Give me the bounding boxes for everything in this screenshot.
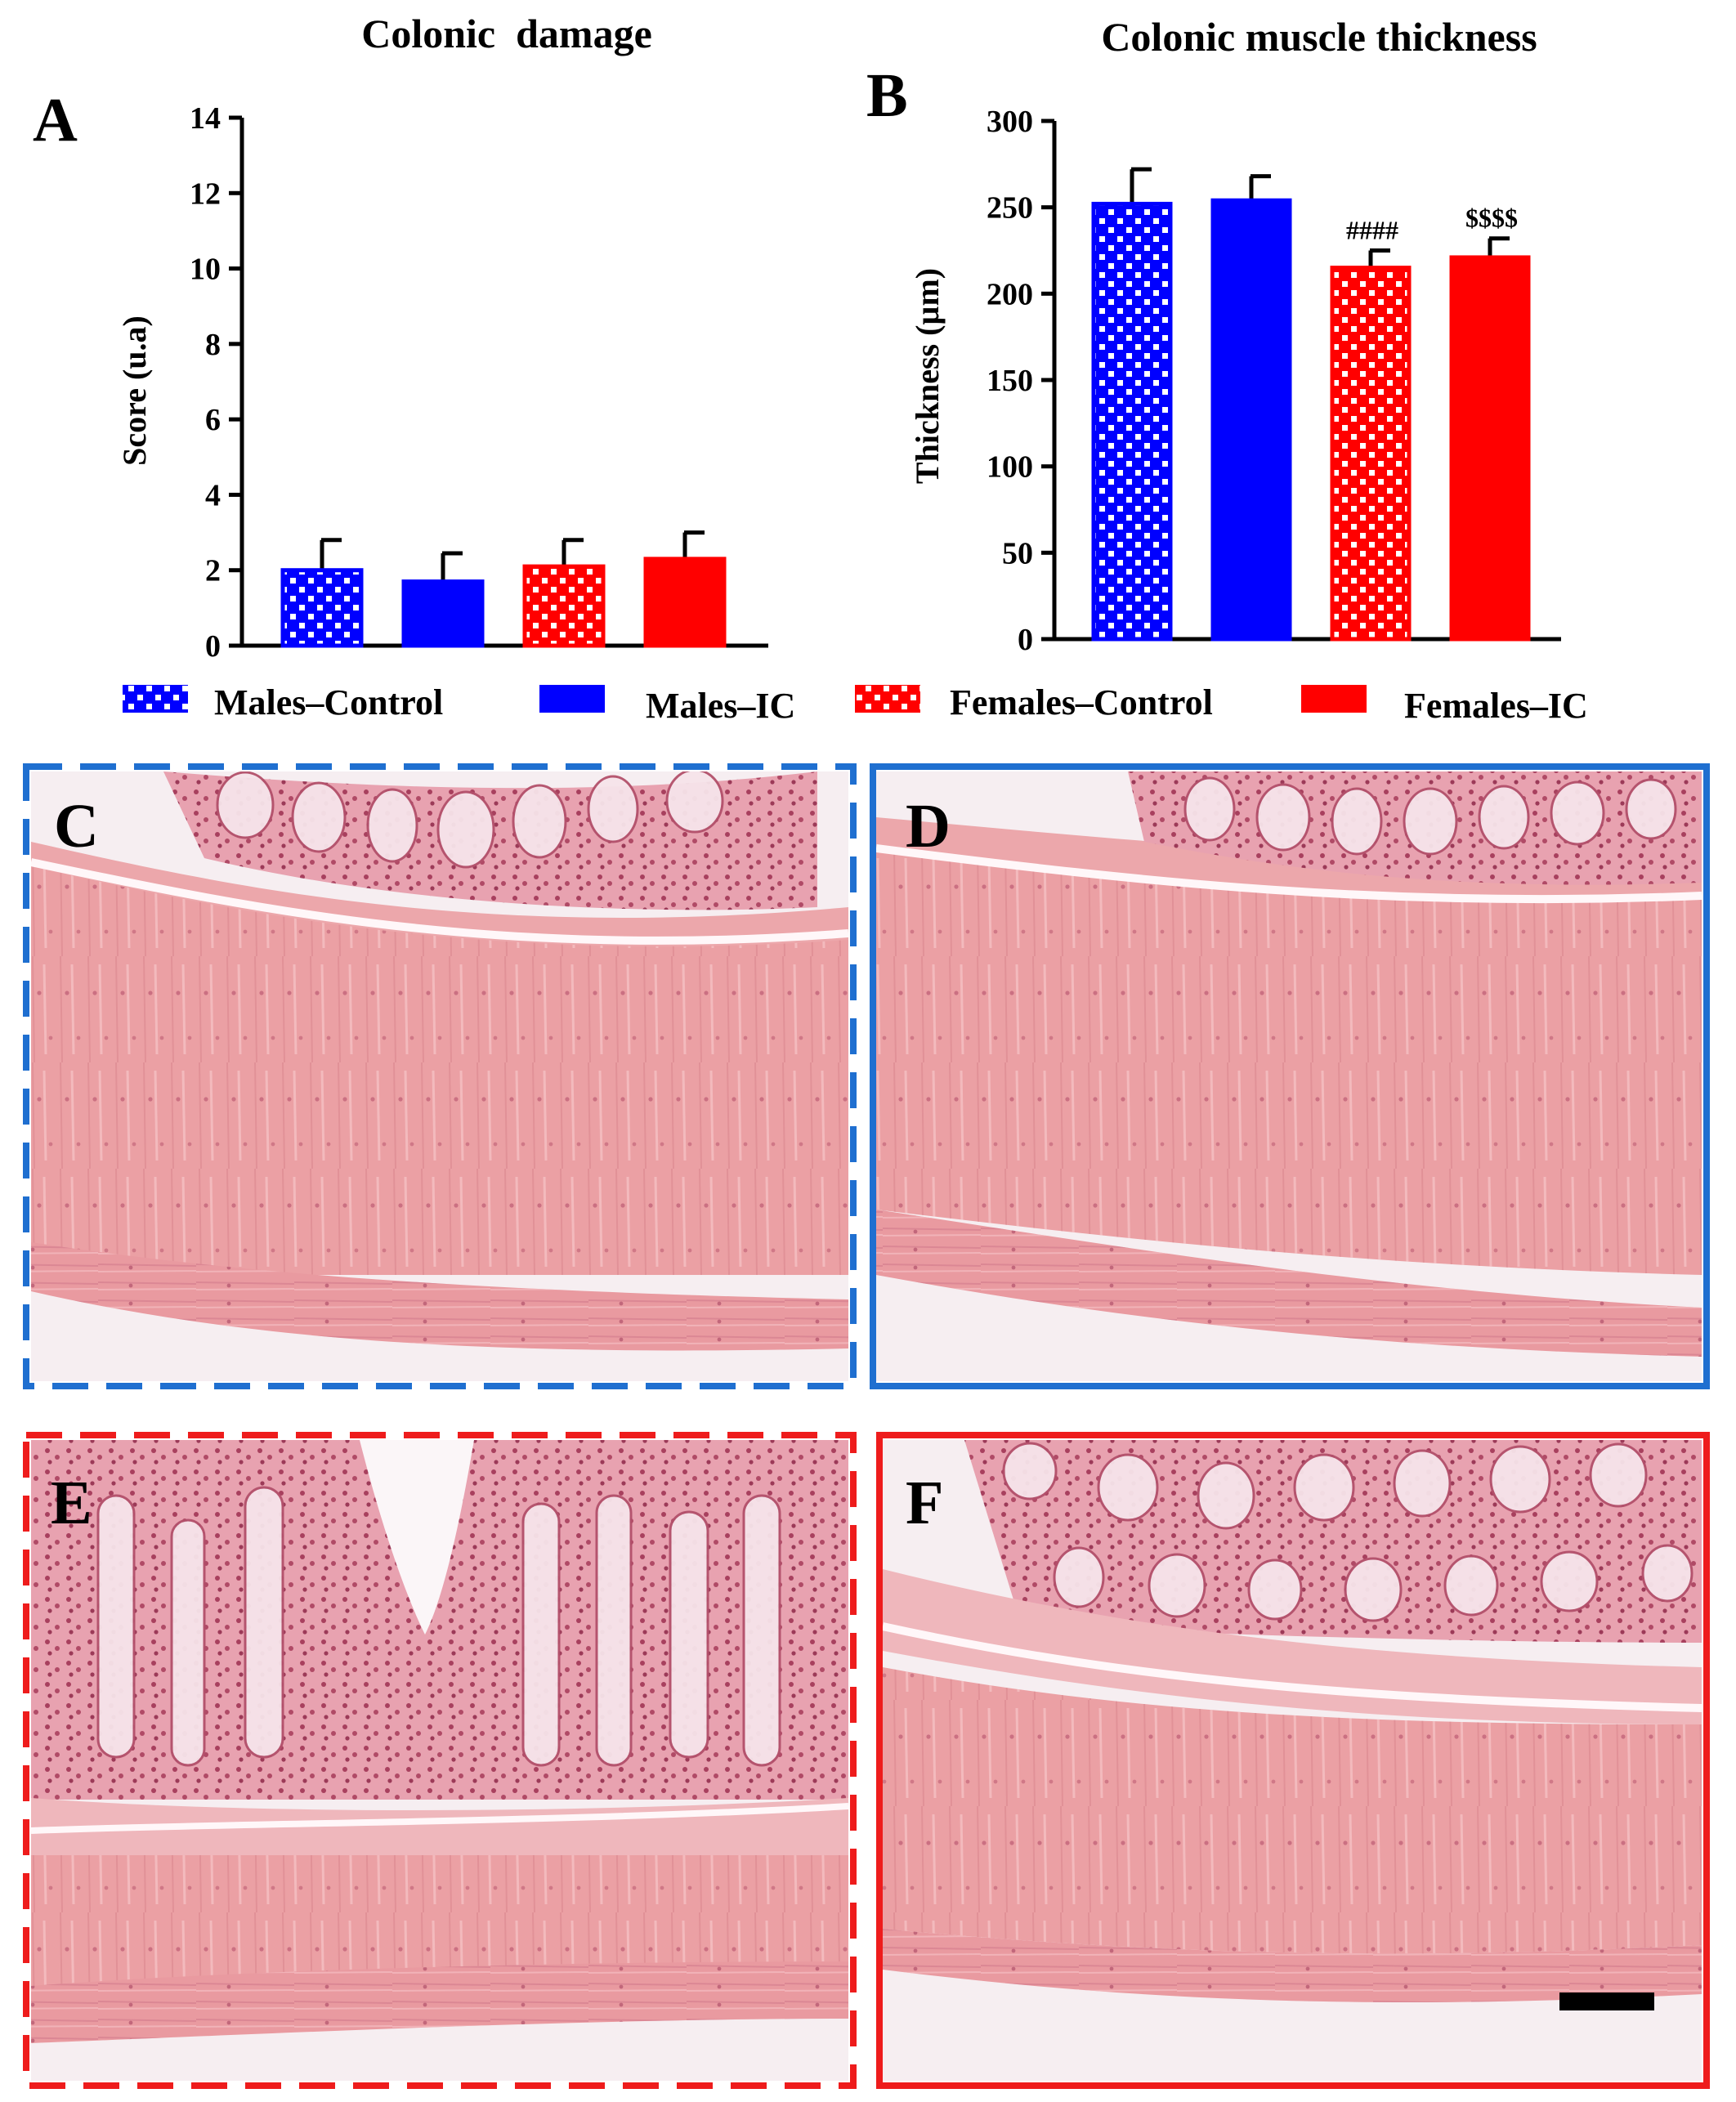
legend-swatch-males-control [123, 685, 188, 713]
chart-a-y-tick-label: 4 [205, 478, 221, 512]
chart-b-bar [1330, 266, 1412, 642]
micrograph-d: D [870, 763, 1710, 1389]
micrograph-e: E [23, 1432, 857, 2089]
legend-item-males-control: Males–Control [123, 682, 443, 722]
chart-a-y-axis-label: Score (u.a) [116, 315, 153, 466]
chart-a-y-tick-label: 12 [190, 177, 221, 211]
panel-letter-c: C [54, 792, 99, 861]
micrograph-f: F [876, 1432, 1710, 2089]
chart-a-y-tick-label: 14 [190, 101, 221, 136]
legend-swatch-females-ic [1301, 685, 1367, 713]
chart-b-bars: #### $$$$ [1091, 167, 1531, 642]
micrograph-e-frame [23, 1432, 857, 2089]
scale-bar [1559, 1992, 1654, 2010]
micrograph-d-frame [870, 763, 1710, 1389]
chart-a-y-tick-label: 0 [205, 629, 221, 664]
chart-b-y-tick-label: 0 [1018, 623, 1033, 657]
chart-b-y-tick-label: 200 [987, 277, 1033, 311]
micrograph-c: C [23, 763, 857, 1389]
chart-a-bar [643, 557, 727, 648]
panel-letter-f: F [906, 1469, 943, 1537]
panel-letter-b: B [866, 61, 908, 130]
chart-b-bar [1091, 201, 1173, 642]
legend-label-females-ic: Females–IC [1404, 686, 1588, 726]
chart-a-bars [280, 530, 727, 648]
legend-swatch-females-control [855, 685, 920, 713]
chart-b-bar [1449, 255, 1531, 642]
chart-a-y-tick-label: 6 [205, 403, 221, 437]
chart-a-y-tick-label: 10 [190, 253, 221, 287]
micrograph-c-image [31, 771, 848, 1381]
chart-b-significance-label: #### [1346, 216, 1398, 245]
legend-item-males-ic: Males–IC [539, 685, 795, 726]
panel-letter-a: A [33, 86, 78, 154]
chart-b-y-tick-label: 250 [987, 191, 1033, 226]
micrograph-e-image [31, 1440, 848, 2081]
micrograph-f-frame [876, 1432, 1710, 2089]
chart-a-title: Colonic damage [361, 11, 652, 56]
legend-item-females-control: Females–Control [855, 682, 1213, 722]
chart-b-y-tick-label: 150 [987, 364, 1033, 398]
chart-a-y-tick-label: 8 [205, 328, 221, 362]
panel-letter-e: E [51, 1469, 92, 1537]
micrograph-d-image [876, 771, 1702, 1381]
chart-b-bar [1210, 198, 1292, 642]
chart-b-y-axis-label: Thickness (µm) [909, 268, 946, 484]
micrograph-c-frame [23, 763, 857, 1389]
chart-muscle-thickness: B Colonic muscle thickness Thickness (µm… [866, 14, 1561, 657]
legend-label-males-ic: Males–IC [646, 686, 795, 726]
chart-a-y-tick-label: 2 [205, 554, 221, 588]
chart-a-bar [522, 564, 606, 648]
legend-label-males-control: Males–Control [214, 682, 443, 722]
legend-label-females-control: Females–Control [950, 682, 1213, 722]
chart-b-y-tick-label: 300 [987, 105, 1033, 139]
chart-a-bar [280, 568, 364, 648]
legend-item-females-ic: Females–IC [1301, 685, 1588, 726]
legend: Males–Control Males–IC Females–Control F… [123, 682, 1588, 726]
chart-colonic-damage: A Colonic damage Score (u.a) 0 2 4 6 8 10 12 14 [33, 11, 768, 664]
chart-a-bar [401, 579, 485, 648]
micrograph-f-image [883, 1440, 1702, 2081]
chart-b-y-tick-label: 100 [987, 450, 1033, 485]
legend-swatch-males-ic [539, 685, 605, 713]
chart-b-title: Colonic muscle thickness [1101, 14, 1537, 60]
chart-b-significance-label: $$$$ [1465, 203, 1518, 233]
panel-letter-d: D [906, 792, 951, 861]
chart-b-y-tick-label: 50 [1002, 536, 1033, 570]
